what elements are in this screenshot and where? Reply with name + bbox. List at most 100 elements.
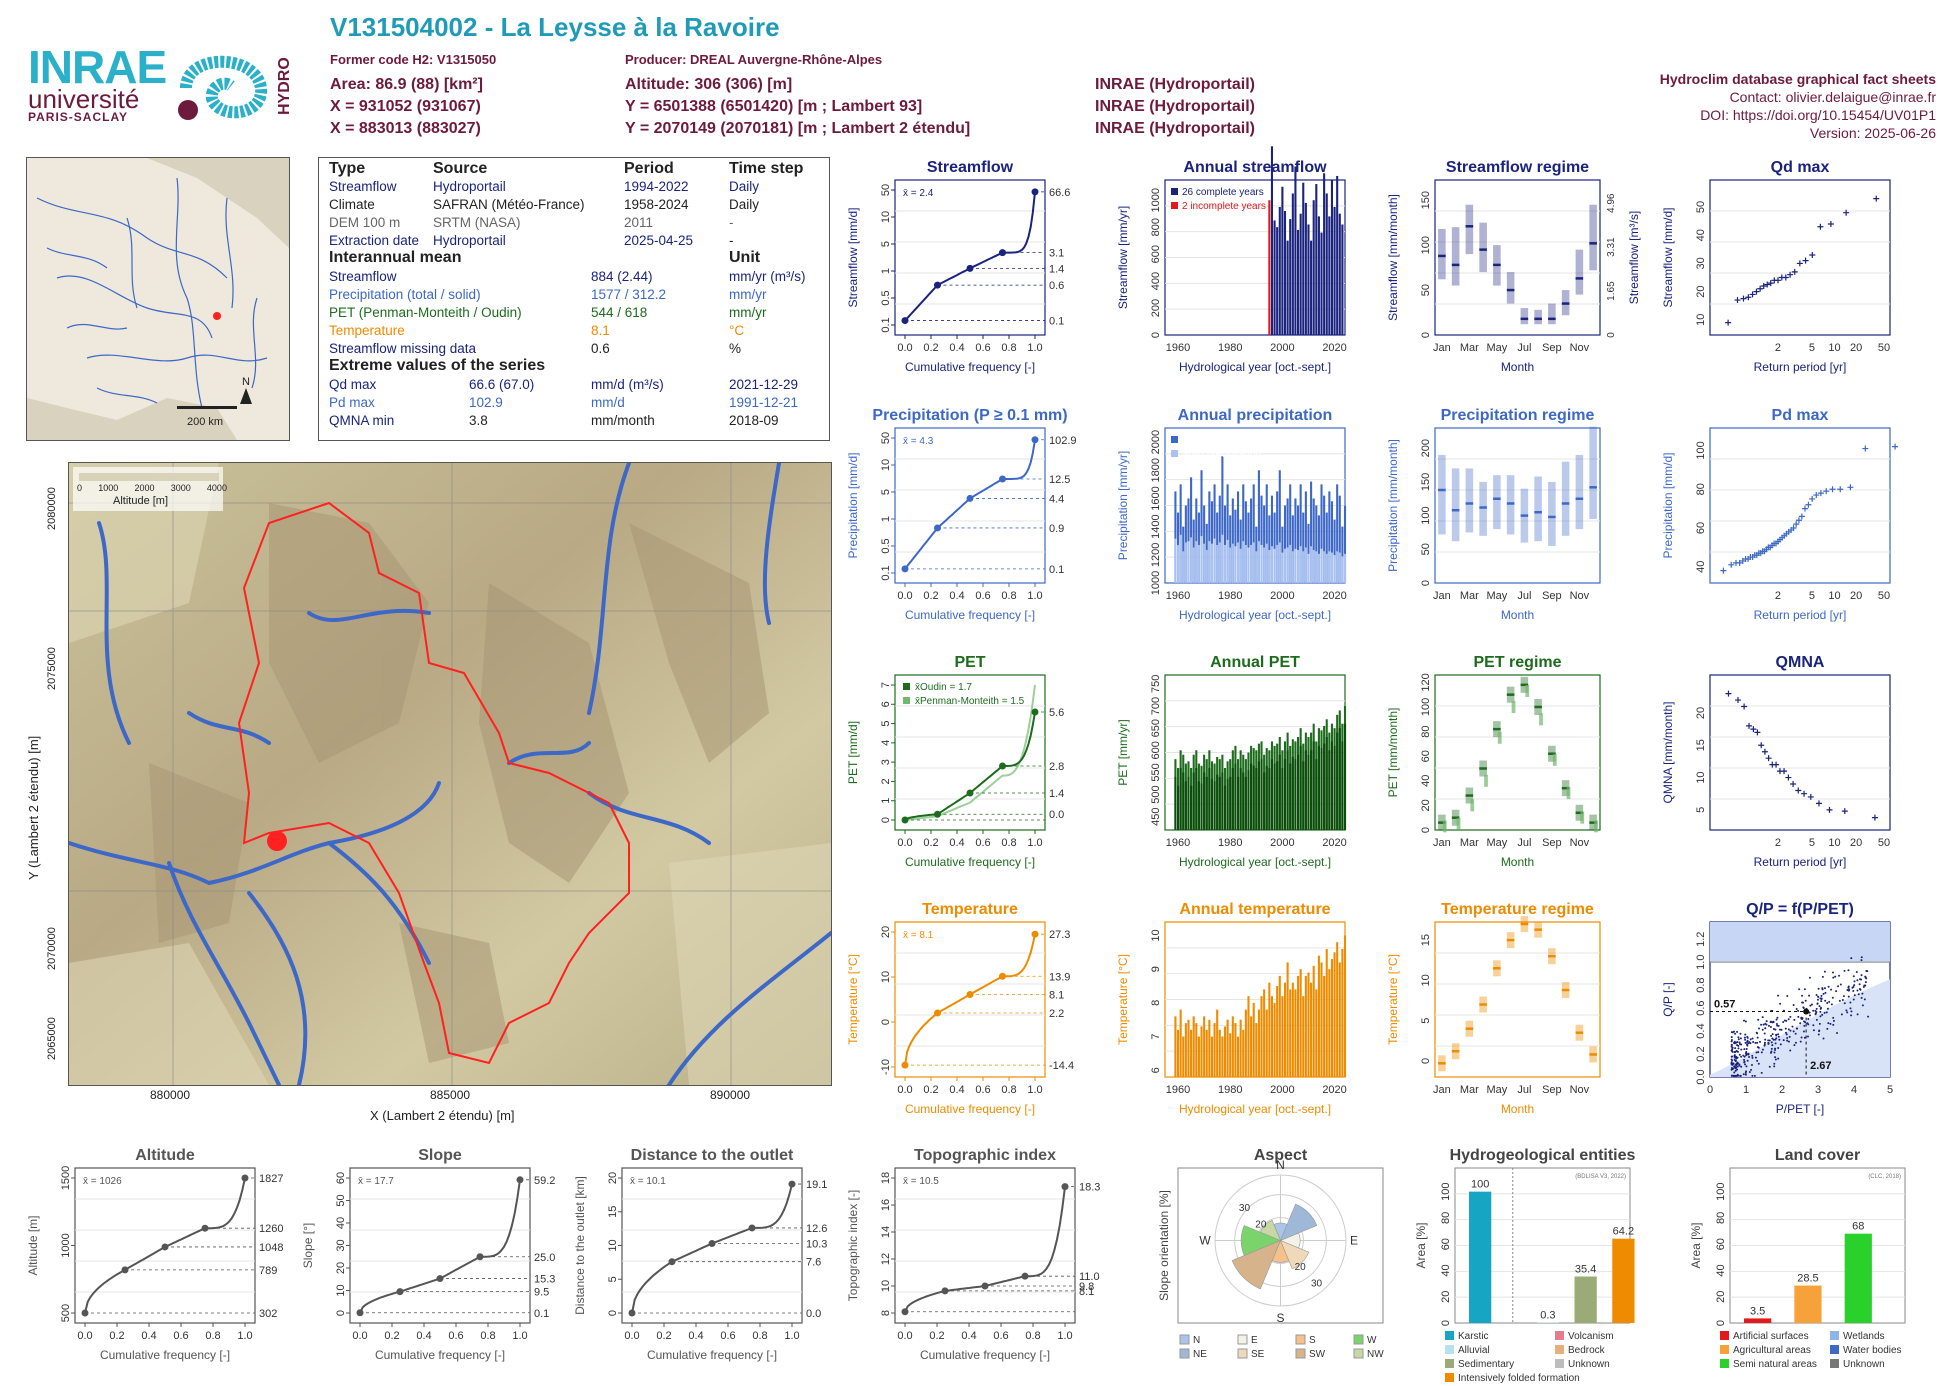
bar bbox=[1208, 1019, 1211, 1077]
regime-box bbox=[1479, 481, 1487, 536]
quantile-point bbox=[901, 1061, 909, 1069]
bar-2 bbox=[1218, 776, 1221, 830]
qp-point bbox=[1734, 1050, 1737, 1053]
qp-point bbox=[1774, 1042, 1777, 1045]
plot-frame bbox=[1434, 674, 1601, 831]
x-tick-label: 0.8 bbox=[1001, 590, 1016, 602]
qp-point bbox=[1803, 1036, 1806, 1039]
x-tick-label: 1.0 bbox=[1027, 837, 1042, 849]
return-period-point bbox=[1809, 495, 1816, 502]
qp-point bbox=[1832, 1016, 1835, 1019]
row-type: Streamflow bbox=[329, 179, 397, 194]
legend-swatch bbox=[1830, 1331, 1839, 1340]
chart-title: PET bbox=[954, 654, 985, 671]
bar-2 bbox=[1291, 756, 1294, 830]
north-arrow-icon: N bbox=[240, 376, 252, 404]
qp-point bbox=[1730, 1062, 1733, 1065]
quantile-point bbox=[476, 1253, 484, 1261]
bar-solid bbox=[1278, 542, 1281, 583]
qp-point bbox=[1737, 1047, 1740, 1050]
bar bbox=[1276, 227, 1279, 335]
qp-point bbox=[1810, 1003, 1813, 1006]
bar-solid bbox=[1216, 544, 1219, 583]
bar bbox=[1307, 224, 1310, 335]
extreme-date: 2021-12-29 bbox=[729, 377, 799, 392]
x-axis-label: Return period [yr] bbox=[1754, 360, 1847, 374]
regime-box bbox=[1465, 468, 1474, 533]
bar bbox=[1297, 505, 1300, 583]
bar-solid bbox=[1328, 551, 1331, 583]
qp-point bbox=[1823, 1011, 1826, 1014]
altitude-legend-tick: 4000 bbox=[206, 483, 227, 493]
x-tick-label: 2020 bbox=[1322, 342, 1346, 354]
y-tick-label: 100 bbox=[1695, 441, 1707, 459]
qp-point bbox=[1740, 1065, 1743, 1068]
quantile-point bbox=[901, 816, 909, 824]
chart-ann_t: Annual temperature Hydrological year [oct… bbox=[1116, 901, 1347, 1116]
qp-point bbox=[1819, 1010, 1822, 1013]
bar bbox=[1237, 491, 1240, 583]
quantile-label: 18.3 bbox=[1079, 1182, 1100, 1194]
legend-swatch bbox=[1353, 1334, 1364, 1345]
qp-point bbox=[1838, 974, 1841, 977]
plot-frame bbox=[349, 1167, 531, 1324]
bar bbox=[1278, 206, 1281, 335]
chart-title: Hydrogeological entities bbox=[1450, 1147, 1636, 1164]
rose-direction-label: W bbox=[1199, 1234, 1211, 1248]
qp-point bbox=[1752, 1041, 1755, 1044]
altitude-legend-tick: 0 bbox=[77, 483, 83, 493]
x-tick-label: 2000 bbox=[1270, 342, 1294, 354]
qp-point bbox=[1863, 984, 1866, 987]
qp-point bbox=[1761, 1016, 1764, 1019]
bar-solid bbox=[1239, 548, 1242, 583]
quantile-point bbox=[901, 1308, 909, 1316]
qp-point bbox=[1777, 1046, 1780, 1049]
y-tick-label: 40 bbox=[1420, 775, 1432, 787]
bar-value-label: 28.5 bbox=[1797, 1273, 1818, 1285]
qp-point bbox=[1742, 1073, 1745, 1076]
regime-box-2 bbox=[1594, 820, 1598, 833]
quantile-point bbox=[516, 1176, 524, 1184]
inter-name: Streamflow missing data bbox=[329, 341, 477, 356]
qp-point bbox=[1821, 975, 1824, 978]
y-tick-label: 0 bbox=[335, 1310, 347, 1316]
x-tick-label: Jul bbox=[1517, 1084, 1531, 1096]
bar bbox=[1302, 996, 1305, 1077]
bar-2 bbox=[1265, 765, 1268, 830]
bar-value-label: 35.4 bbox=[1575, 1264, 1596, 1276]
y-tick-label: 80 bbox=[1420, 725, 1432, 737]
bar-solid bbox=[1187, 541, 1190, 583]
bar-solid bbox=[1289, 544, 1292, 583]
row-period: 2025-04-25 bbox=[624, 233, 694, 248]
qp-point bbox=[1764, 1038, 1767, 1041]
bar bbox=[1179, 1009, 1182, 1077]
regime-box bbox=[1520, 308, 1529, 325]
x-tick-label: 0.0 bbox=[624, 1330, 639, 1342]
chart-title: Annual streamflow bbox=[1183, 159, 1327, 176]
bar-solid bbox=[1320, 548, 1323, 583]
x-tick-label: 0.2 bbox=[923, 837, 938, 849]
y-tick-label: 0.6 bbox=[1695, 1000, 1707, 1015]
y-tick-label: 1000 bbox=[1150, 571, 1162, 595]
return-period-point bbox=[1750, 726, 1757, 733]
legend-label: 2 incomplete years bbox=[1182, 201, 1266, 212]
bar-2 bbox=[1260, 759, 1263, 830]
x-tick-label: 1960 bbox=[1166, 342, 1190, 354]
qp-point bbox=[1730, 1039, 1733, 1042]
qp-point bbox=[1768, 1065, 1771, 1068]
bar-solid bbox=[1252, 542, 1255, 583]
bar bbox=[1338, 213, 1341, 335]
qp-point bbox=[1839, 983, 1842, 986]
bar-solid bbox=[1317, 553, 1320, 583]
bar-2 bbox=[1221, 772, 1224, 830]
x-axis-label: Hydrological year [oct.-sept.] bbox=[1179, 608, 1331, 622]
y-tick-label: 500 bbox=[1150, 785, 1162, 803]
qp-point bbox=[1769, 1026, 1772, 1029]
meta-title: Hydroclim database graphical fact sheets bbox=[1659, 71, 1936, 87]
x-tick-label: 1.0 bbox=[1027, 590, 1042, 602]
bar bbox=[1174, 491, 1177, 583]
bar-2 bbox=[1250, 763, 1253, 830]
qp-point bbox=[1762, 1023, 1765, 1026]
bar bbox=[1257, 470, 1260, 583]
qp-point bbox=[1768, 1039, 1771, 1042]
